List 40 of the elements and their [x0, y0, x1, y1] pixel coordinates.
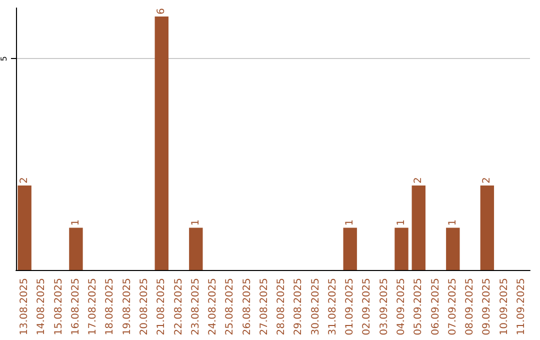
x-tick-label: 13.08.2025 [19, 278, 30, 336]
x-tick-label: 24.08.2025 [208, 278, 219, 336]
x-tick-label: 01.09.2025 [344, 278, 356, 336]
x-tick-label: 05.09.2025 [413, 278, 424, 336]
data-label: 2 [482, 177, 493, 184]
x-tick-label: 31.08.2025 [327, 278, 338, 336]
data-label: 1 [447, 219, 458, 226]
data-label: 1 [70, 219, 82, 226]
data-label: 1 [396, 219, 407, 226]
x-tick-label: 30.08.2025 [310, 278, 322, 336]
x-tick-label: 11.09.2025 [516, 278, 527, 336]
x-tick-label: 04.09.2025 [396, 278, 407, 336]
x-tick-label: 17.08.2025 [88, 278, 99, 336]
data-label: 1 [190, 219, 202, 226]
x-tick-label: 21.08.2025 [156, 278, 168, 336]
data-label: 6 [156, 8, 168, 14]
data-label: 2 [19, 177, 30, 184]
x-tick-label: 08.09.2025 [464, 278, 476, 336]
x-tick-label: 10.09.2025 [498, 278, 510, 336]
y-tick-label: 5 [0, 56, 8, 62]
x-tick-label: 06.09.2025 [430, 278, 442, 336]
x-tick-label: 02.09.2025 [362, 278, 373, 336]
data-label: 2 [413, 177, 424, 184]
x-tick-label: 15.08.2025 [53, 278, 64, 336]
x-tick-label: 09.09.2025 [482, 278, 493, 336]
x-tick-label: 26.08.2025 [242, 278, 253, 336]
x-tick-label: 22.08.2025 [173, 278, 184, 336]
x-tick-label: 07.09.2025 [447, 278, 458, 336]
x-tick-label: 28.08.2025 [276, 278, 288, 336]
x-tick-label: 25.08.2025 [224, 278, 236, 336]
x-tick-label: 18.08.2025 [104, 278, 116, 336]
x-tick-label: 20.08.2025 [139, 278, 150, 336]
x-tick-label: 19.08.2025 [122, 278, 133, 336]
x-tick-label: 29.08.2025 [293, 278, 304, 336]
data-label: 1 [344, 219, 356, 226]
x-tick-label: 16.08.2025 [70, 278, 82, 336]
x-tick-label: 27.08.2025 [258, 278, 270, 336]
x-tick-label: 14.08.2025 [36, 278, 48, 336]
x-tick-label: 23.08.2025 [190, 278, 202, 336]
x-tick-label: 03.09.2025 [378, 278, 390, 336]
